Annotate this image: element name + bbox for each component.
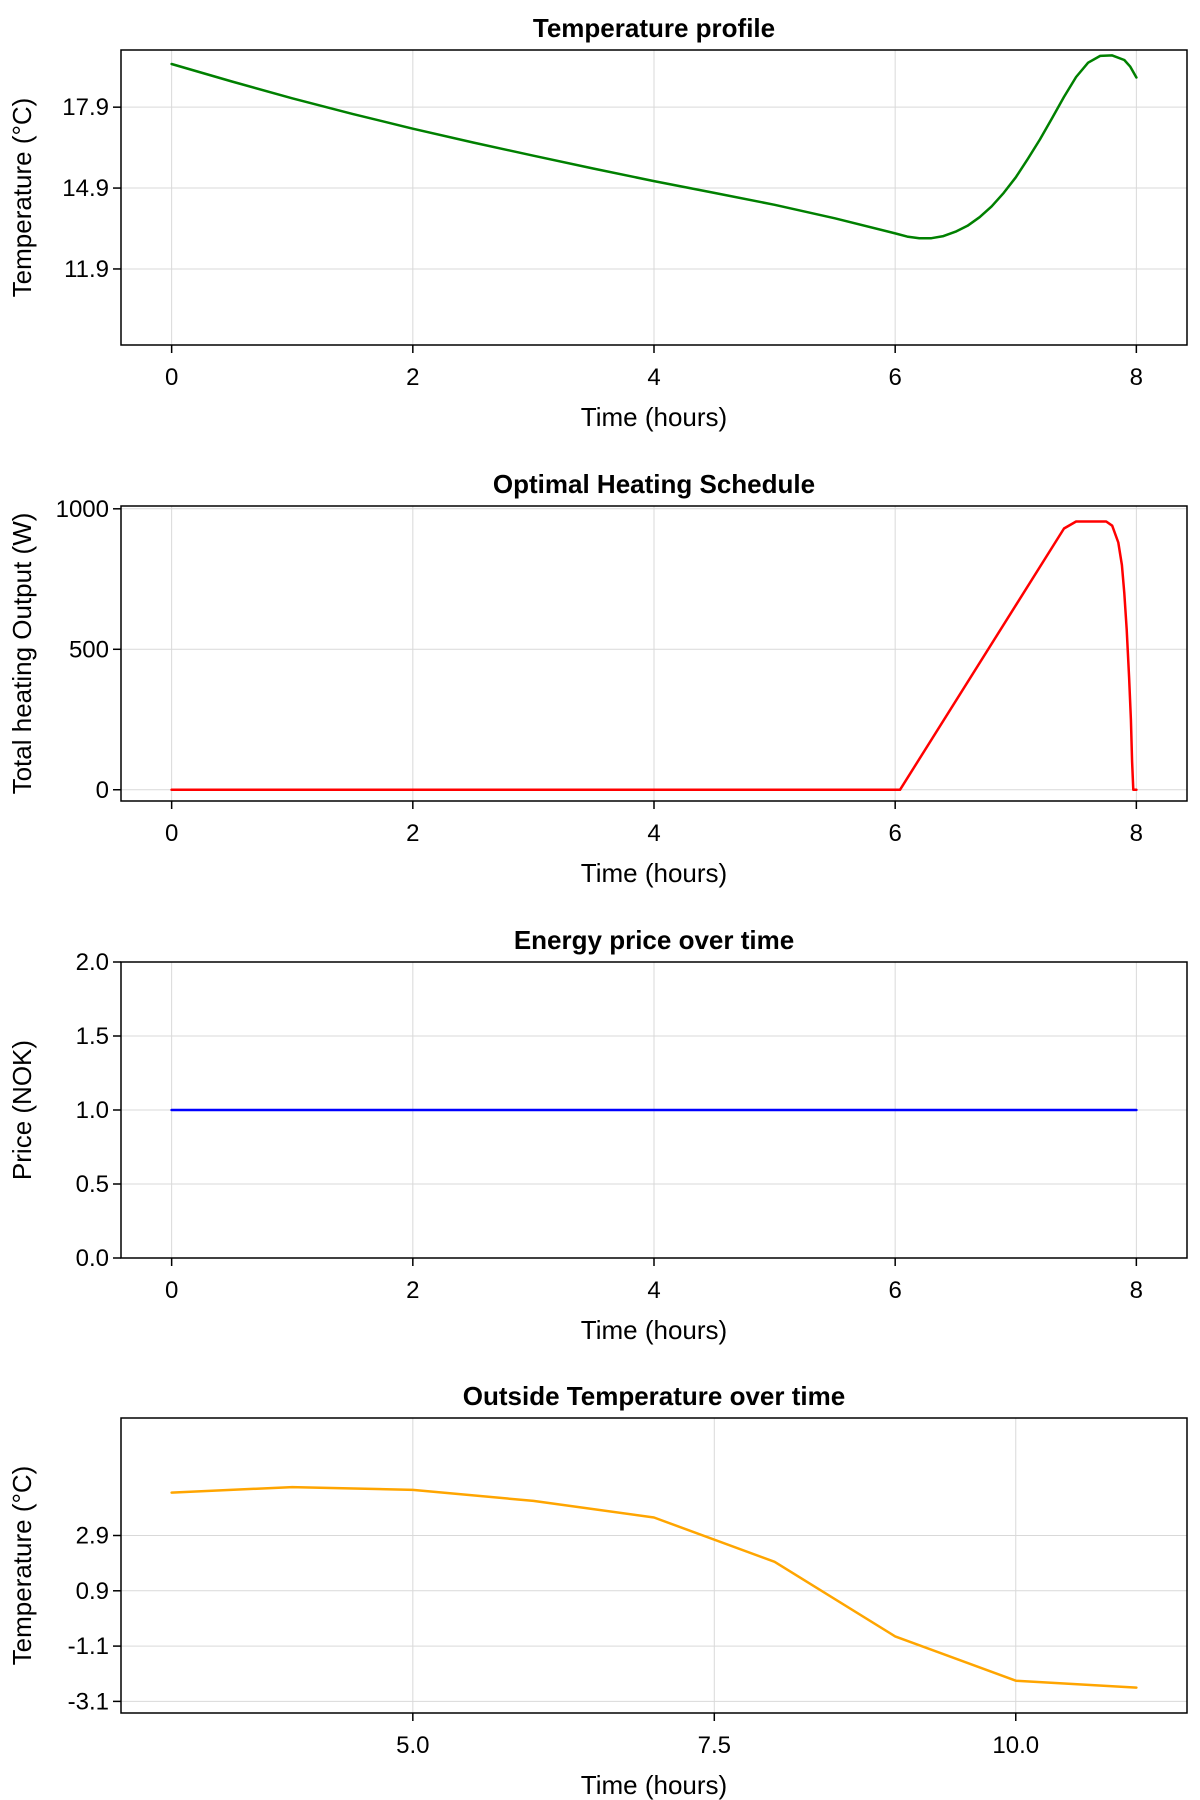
x-tick-label: 6 xyxy=(888,364,901,391)
x-axis-label: Time (hours) xyxy=(581,1770,727,1800)
x-axis-label: Time (hours) xyxy=(581,858,727,888)
x-tick-label: 4 xyxy=(647,364,660,391)
y-tick-label: 0.5 xyxy=(76,1171,109,1198)
x-tick-label: 2 xyxy=(406,364,419,391)
y-tick-label: 1.5 xyxy=(76,1023,109,1050)
series-line xyxy=(170,520,1138,792)
x-tick-label: 8 xyxy=(1130,364,1143,391)
y-tick-label: 14.9 xyxy=(62,175,109,202)
y-tick-label: 2.0 xyxy=(76,949,109,976)
x-tick-label: 8 xyxy=(1130,1277,1143,1304)
chart-panel-3: 0 2 4 6 8 0.0 0.5 1.0 1.5 2.0 Energy price over ti… xyxy=(7,925,1188,1345)
y-tick-label: 0.0 xyxy=(76,1245,109,1272)
x-tick-label: 6 xyxy=(888,1277,901,1304)
x-tick-label: 4 xyxy=(647,1277,660,1304)
series-line xyxy=(170,54,1138,240)
chart-title: Temperature profile xyxy=(533,13,775,43)
x-axis-label: Time (hours) xyxy=(581,1315,727,1345)
y-tick-label: 0 xyxy=(96,777,109,804)
x-tick-label: 7.5 xyxy=(698,1732,731,1759)
x-tick-label: 2 xyxy=(406,820,419,847)
chart-panel-2: 0 2 4 6 8 0 500 1000 Optimal Heating Schedule Tim… xyxy=(7,469,1188,888)
y-tick-label: -1.1 xyxy=(68,1633,109,1660)
x-tick-label: 4 xyxy=(647,820,660,847)
chart-title: Energy price over time xyxy=(514,925,794,955)
y-axis-label: Temperature (°C) xyxy=(7,1466,37,1666)
chart-title: Optimal Heating Schedule xyxy=(493,469,815,499)
y-axis-label: Temperature (°C) xyxy=(7,98,37,298)
x-tick-label: 10.0 xyxy=(992,1732,1039,1759)
chart-title: Outside Temperature over time xyxy=(463,1381,845,1411)
series-line xyxy=(170,1485,1138,1689)
y-tick-label: 11.9 xyxy=(64,256,109,283)
y-tick-label: 0.9 xyxy=(76,1578,109,1605)
y-tick-label: 17.9 xyxy=(62,94,109,121)
y-tick-label: 500 xyxy=(69,636,109,663)
chart-panel-1: 0 2 4 6 8 11.9 14.9 17.9 Temperature profile Time… xyxy=(7,13,1188,432)
x-tick-label: 0 xyxy=(165,820,178,847)
x-axis-label: Time (hours) xyxy=(581,402,727,432)
x-tick-label: 5.0 xyxy=(396,1732,429,1759)
y-tick-label: 1000 xyxy=(56,496,109,523)
y-axis-label: Price (NOK) xyxy=(7,1040,37,1180)
x-tick-label: 2 xyxy=(406,1277,419,1304)
y-tick-label: -3.1 xyxy=(68,1688,109,1715)
x-tick-label: 8 xyxy=(1130,820,1143,847)
chart-panel-4: 5.0 7.5 10.0 -3.1 -1.1 0.9 2.9 Outside Temperat… xyxy=(7,1381,1188,1800)
x-tick-label: 0 xyxy=(165,1277,178,1304)
y-axis-label: Total heating Output (W) xyxy=(7,513,37,795)
axes-frame xyxy=(120,1417,1188,1714)
x-tick-label: 0 xyxy=(165,364,178,391)
x-tick-label: 6 xyxy=(888,820,901,847)
y-tick-label: 2.9 xyxy=(76,1523,109,1550)
y-tick-label: 1.0 xyxy=(76,1097,109,1124)
